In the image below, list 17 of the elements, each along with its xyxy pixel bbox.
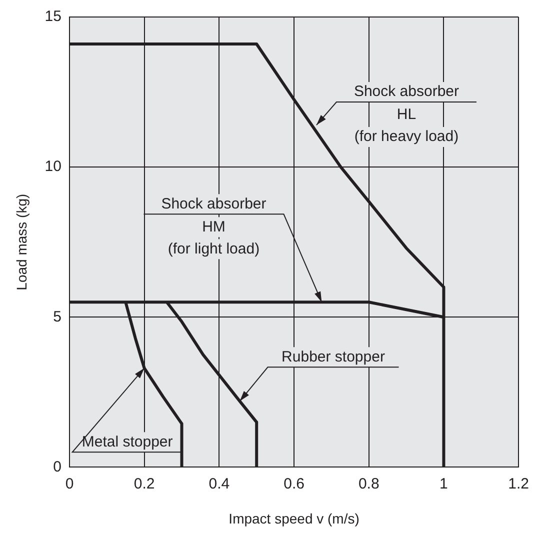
y-axis-title: Load mass (kg) xyxy=(13,194,30,290)
y-tick-label: 15 xyxy=(44,8,62,26)
annotation: Metal stopper xyxy=(82,433,173,450)
x-tick-label: 0.8 xyxy=(358,475,380,492)
x-axis-title: Impact speed v (m/s) xyxy=(228,510,360,526)
x-tick-label: 0 xyxy=(65,475,74,492)
x-tick-label: 1.2 xyxy=(508,475,530,492)
y-tick-label: 0 xyxy=(53,458,62,476)
annotation: Rubber stopper xyxy=(282,348,385,366)
y-tick-label: 10 xyxy=(44,158,62,176)
y-tick-label: 5 xyxy=(53,308,62,326)
x-tick-label: 0.2 xyxy=(134,475,155,492)
annotation: Shock absorber HL (for heavy load) xyxy=(354,83,460,146)
x-tick-label: 0.6 xyxy=(284,475,304,492)
annotation: Shock absorber HM (for light load) xyxy=(161,195,266,258)
x-tick-label: 1 xyxy=(440,475,448,492)
x-tick-label: 0.4 xyxy=(208,475,230,492)
